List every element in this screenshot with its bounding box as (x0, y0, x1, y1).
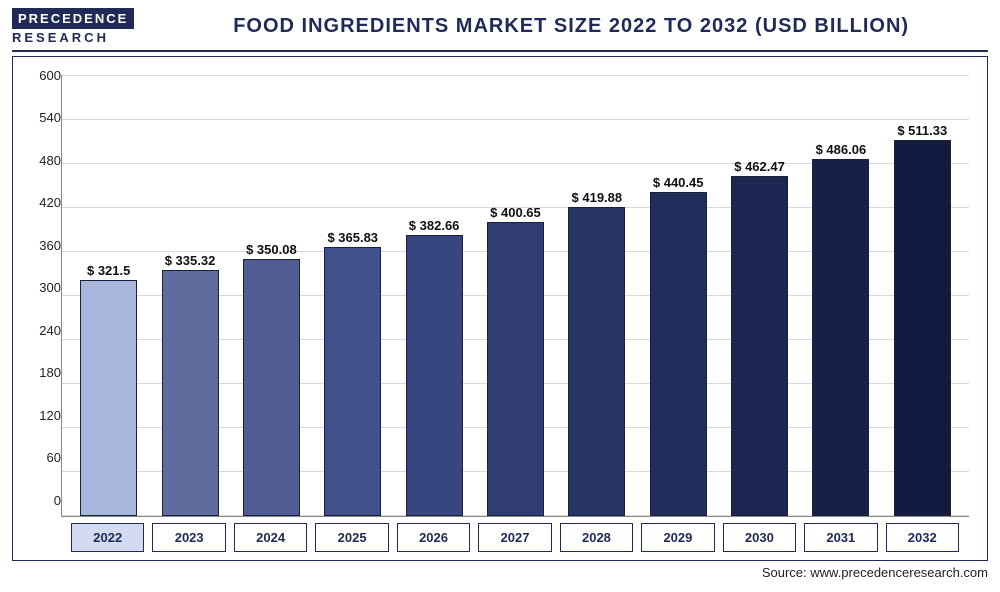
x-label[interactable]: 2029 (641, 523, 714, 552)
plot-area: $ 321.5 $ 335.32 $ 350.08 $ 365.83 $ 382.66 $… (61, 75, 969, 517)
bar (80, 280, 137, 516)
x-label[interactable]: 2027 (478, 523, 551, 552)
bar-group: $ 440.45 (638, 75, 719, 516)
bar-value-label: $ 486.06 (816, 142, 867, 157)
bar-group: $ 350.08 (231, 75, 312, 516)
bar-group: $ 511.33 (882, 75, 963, 516)
x-label[interactable]: 2024 (234, 523, 307, 552)
x-label[interactable]: 2032 (886, 523, 959, 552)
y-axis: 600540480420360300240180120600 (21, 75, 61, 552)
x-label[interactable]: 2031 (804, 523, 877, 552)
x-label[interactable]: 2023 (152, 523, 225, 552)
bar-value-label: $ 321.5 (87, 263, 130, 278)
bar-group: $ 382.66 (393, 75, 474, 516)
logo-bottom: RESEARCH (12, 29, 109, 44)
logo: PRECEDENCE RESEARCH (12, 8, 134, 44)
chart-title: FOOD INGREDIENTS MARKET SIZE 2022 TO 203… (154, 15, 988, 38)
title-rule (12, 50, 988, 52)
bar-value-label: $ 440.45 (653, 175, 704, 190)
bar-group: $ 419.88 (556, 75, 637, 516)
x-axis: 2022 2023 2024 2025 2026 2027 2028 2029 2030 2031… (61, 517, 969, 552)
x-label[interactable]: 2030 (723, 523, 796, 552)
bar-value-label: $ 335.32 (165, 253, 216, 268)
bar (324, 247, 381, 516)
bar-value-label: $ 462.47 (734, 159, 785, 174)
bar-value-label: $ 400.65 (490, 205, 541, 220)
bar (812, 159, 869, 516)
bar (894, 140, 951, 516)
bar (162, 270, 219, 516)
logo-top: PRECEDENCE (12, 8, 134, 29)
x-label[interactable]: 2022 (71, 523, 144, 552)
bar-group: $ 365.83 (312, 75, 393, 516)
bar-value-label: $ 382.66 (409, 218, 460, 233)
bar-group: $ 486.06 (800, 75, 881, 516)
bar-value-label: $ 511.33 (897, 123, 947, 138)
bar-value-label: $ 350.08 (246, 242, 297, 257)
x-label[interactable]: 2026 (397, 523, 470, 552)
bar (406, 235, 463, 516)
bar (650, 192, 707, 516)
bar (487, 222, 544, 516)
x-label[interactable]: 2025 (315, 523, 388, 552)
bar-group: $ 462.47 (719, 75, 800, 516)
x-label[interactable]: 2028 (560, 523, 633, 552)
header: PRECEDENCE RESEARCH FOOD INGREDIENTS MAR… (12, 8, 988, 50)
chart-container: PRECEDENCE RESEARCH FOOD INGREDIENTS MAR… (0, 0, 1000, 592)
bar-value-label: $ 365.83 (327, 230, 378, 245)
bar-value-label: $ 419.88 (572, 190, 623, 205)
bar (243, 259, 300, 516)
chart-frame: 600540480420360300240180120600 $ 321.5$ … (12, 56, 988, 561)
bar (731, 176, 788, 516)
bars: $ 321.5 $ 335.32 $ 350.08 $ 365.83 $ 382.66 $… (62, 75, 969, 516)
bar-group: $ 400.65 (475, 75, 556, 516)
bar-group: $ 335.32 (149, 75, 230, 516)
source-text: Source: www.precedenceresearch.com (12, 561, 988, 580)
bar (568, 207, 625, 516)
plot-column: $ 321.5 $ 335.32 $ 350.08 $ 365.83 $ 382.66 $… (61, 75, 969, 552)
bar-group: $ 321.5 (68, 75, 149, 516)
